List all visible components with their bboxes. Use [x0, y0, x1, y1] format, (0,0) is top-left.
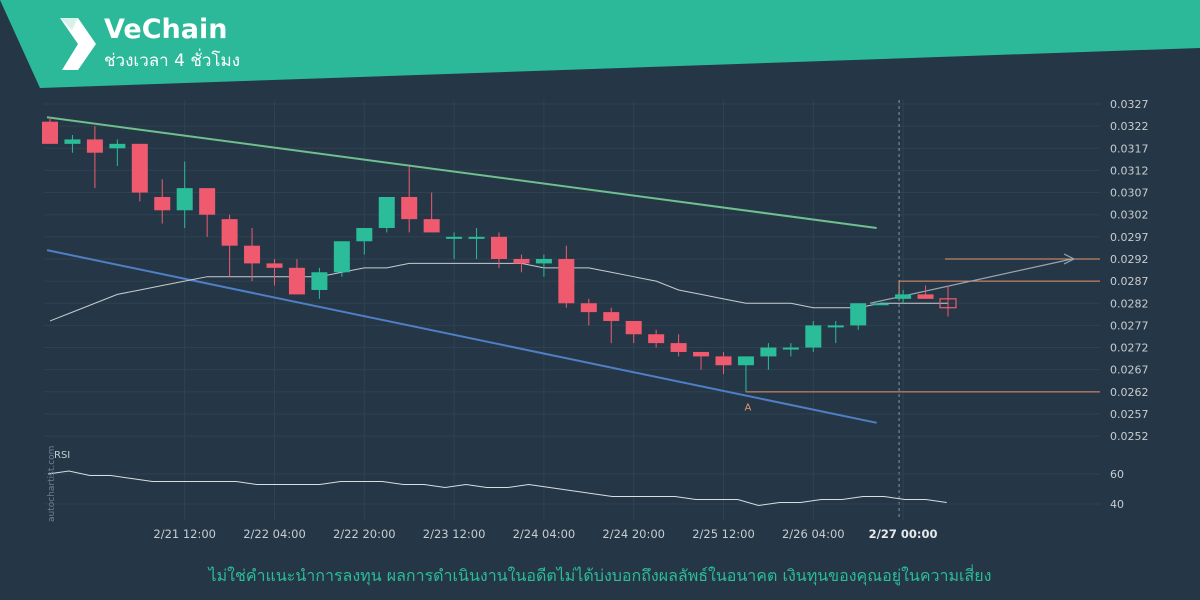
- y-tick-label: 0.0322: [1110, 120, 1149, 133]
- candle-body: [109, 143, 126, 149]
- x-tick-label: 2/23 12:00: [423, 527, 486, 541]
- candle-body: [131, 143, 148, 193]
- y-tick-label: 0.0327: [1110, 98, 1149, 111]
- y-tick-label: 0.0292: [1110, 253, 1149, 266]
- candle-body: [64, 139, 81, 144]
- y-tick-label: 0.0307: [1110, 187, 1149, 200]
- x-tick-label: 2/22 04:00: [243, 527, 306, 541]
- x-tick-label: 2/24 04:00: [513, 527, 576, 541]
- candle-body: [872, 303, 889, 306]
- watermark: autochartist.com: [47, 445, 57, 522]
- y-tick-label: 0.0272: [1110, 342, 1149, 355]
- candle-body: [86, 139, 103, 153]
- candle-body: [917, 294, 934, 299]
- candle-body: [805, 325, 822, 348]
- candle-body: [288, 267, 305, 295]
- vechain-logo-icon: [60, 18, 96, 70]
- candle-body: [311, 272, 328, 290]
- y-tick-label: 0.0277: [1110, 319, 1149, 332]
- rsi-tick-label: 40: [1110, 498, 1124, 511]
- y-tick-label: 0.0317: [1110, 142, 1149, 155]
- candle-body: [580, 303, 597, 313]
- candle-body: [558, 258, 575, 304]
- rsi-line: [47, 470, 947, 507]
- y-tick-label: 0.0302: [1110, 209, 1149, 222]
- rsi-label: RSI: [54, 450, 70, 461]
- timeframe-subtitle: ช่วงเวลา 4 ชั่วโมง: [104, 51, 241, 71]
- support-trendline: [46, 249, 877, 424]
- x-tick-label: 2/25 12:00: [692, 527, 755, 541]
- y-tick-label: 0.0252: [1110, 430, 1149, 443]
- candle-body: [401, 196, 418, 220]
- candle-body: [535, 258, 552, 264]
- candle-body: [760, 347, 777, 357]
- x-tick-label: 2/27 00:00: [869, 527, 938, 541]
- candle-body: [221, 219, 238, 246]
- resistance-trendline: [46, 116, 877, 229]
- y-tick-label: 0.0287: [1110, 275, 1149, 288]
- candle-body: [423, 219, 440, 233]
- y-tick-label: 0.0312: [1110, 164, 1149, 177]
- candle-body: [199, 188, 216, 215]
- y-tick-label: 0.0282: [1110, 297, 1149, 310]
- candle-body: [737, 356, 754, 366]
- banner-background: [0, 0, 1200, 88]
- candle-body: [513, 258, 530, 264]
- candle-body: [266, 263, 283, 268]
- candle-body: [468, 236, 485, 239]
- brand-title: VeChain: [104, 14, 228, 45]
- header-banner: [0, 0, 1200, 88]
- candle-body: [356, 227, 373, 242]
- x-tick-label: 2/21 12:00: [153, 527, 216, 541]
- candle-body: [378, 196, 395, 228]
- candle-body: [670, 343, 687, 352]
- forecast-arrowhead-icon: [1063, 253, 1076, 265]
- candle-body: [782, 347, 799, 350]
- candle-body: [176, 188, 193, 211]
- candle-body: [446, 236, 463, 239]
- candle-body: [648, 334, 665, 344]
- candle-body: [244, 245, 261, 264]
- candle-body: [895, 294, 912, 299]
- rsi-tick-label: 60: [1110, 468, 1124, 481]
- y-tick-label: 0.0257: [1110, 408, 1149, 421]
- candle-body: [850, 303, 867, 326]
- candle-body: [154, 196, 171, 211]
- y-tick-label: 0.0267: [1110, 364, 1149, 377]
- x-tick-label: 2/24 20:00: [602, 527, 665, 541]
- disclaimer: ไม่ใช่คำแนะนำการลงทุน ผลการดำเนินงานในอด…: [208, 566, 992, 585]
- candle-body: [491, 236, 507, 259]
- y-tick-label: 0.0262: [1110, 386, 1149, 399]
- candle-body: [603, 312, 620, 321]
- x-tick-label: 2/22 20:00: [333, 527, 396, 541]
- point-annotation-label: A: [745, 403, 752, 414]
- candle-body: [939, 298, 957, 309]
- candle-body: [827, 325, 844, 328]
- candle-body: [333, 241, 350, 273]
- x-tick-label: 2/26 04:00: [782, 527, 845, 541]
- candle-body: [625, 320, 642, 335]
- candle-body: [693, 351, 710, 357]
- candle-body: [42, 121, 58, 144]
- candle-body: [715, 356, 732, 366]
- y-tick-label: 0.0297: [1110, 231, 1149, 244]
